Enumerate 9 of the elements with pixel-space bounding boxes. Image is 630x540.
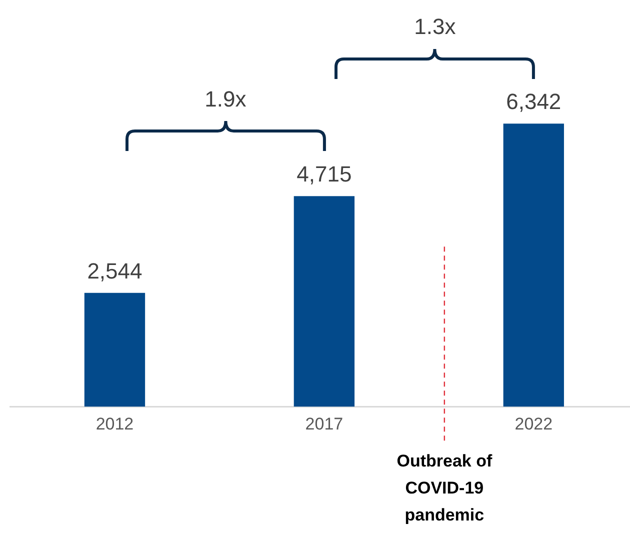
text: 1.9x xyxy=(204,86,246,112)
text: 1.3x xyxy=(414,14,456,39)
data-label: 4,715 xyxy=(296,161,352,186)
ref-line-label: Outbreak of COVID-19 pandemic xyxy=(396,451,492,524)
data-label: 6,342 xyxy=(506,88,562,114)
x-tick-label: 2022 xyxy=(514,414,553,434)
data-label: 2,544 xyxy=(87,258,142,284)
x-tick-label: 2017 xyxy=(305,414,344,434)
x-tick-label: 2012 xyxy=(96,414,134,434)
